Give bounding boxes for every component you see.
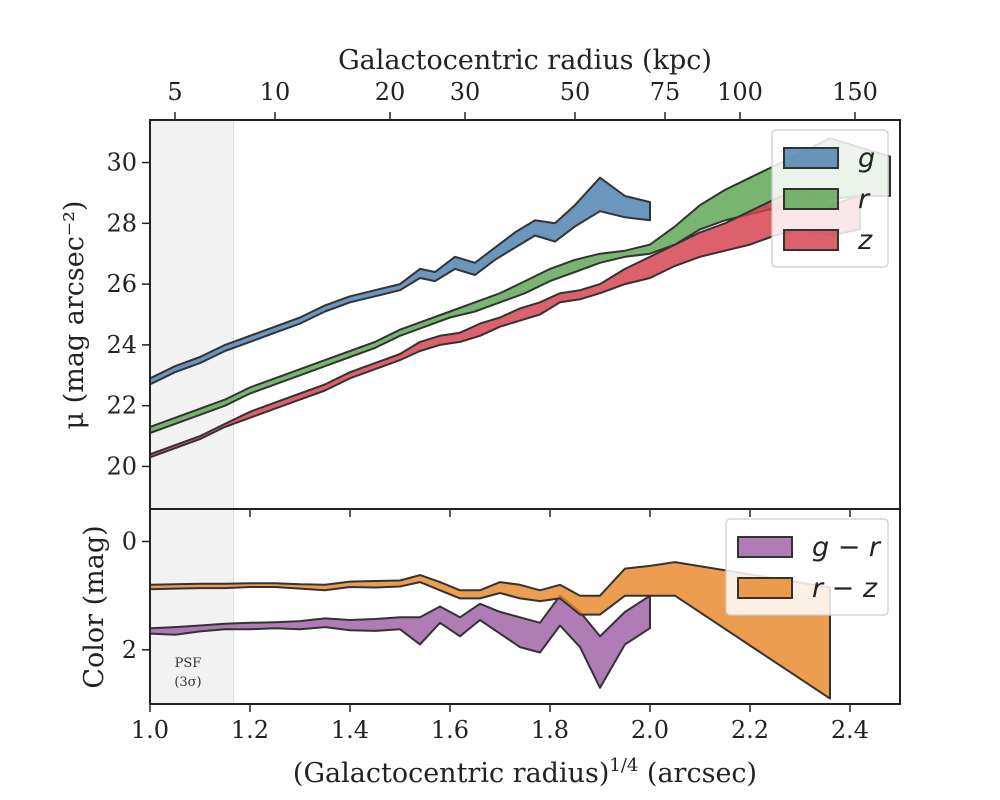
top-kpc-tick-label: 75	[650, 78, 681, 106]
bottom-plot-area	[150, 509, 831, 704]
top-legend-swatch-z	[783, 229, 839, 251]
top-kpc-tick-label: 5	[167, 78, 182, 106]
bottom-legend-swatch-r-z	[737, 577, 793, 599]
top-band-g	[150, 176, 651, 386]
top-legend-swatch-r	[783, 188, 839, 210]
bottom-ytick-label: 0	[122, 528, 137, 556]
bottom-xtick-label: 1.8	[531, 716, 569, 744]
bottom-legend-label-g-r: g − r	[812, 532, 882, 563]
psf-annotation-line1: PSF	[175, 656, 202, 671]
bottom-legend: g − r r − z	[725, 518, 889, 616]
bottom-xtick-label: 1.2	[231, 716, 269, 744]
bottom-xtick-label: 2.2	[731, 716, 769, 744]
top-psf-region	[150, 120, 234, 509]
top-kpc-tick-label: 150	[832, 78, 878, 106]
bottom-legend-swatch-g-r	[737, 536, 793, 558]
top-band-z	[150, 188, 861, 459]
color-panel: 0 2 1.0 1.2 1.4 1.6 1.8 2.0 2.2 2.4 PSF (3σ) g − r r …	[122, 508, 901, 744]
top-legend-label-z: z	[857, 225, 873, 256]
top-kpc-tick-label: 50	[560, 78, 591, 106]
x-axis-title-unit: (arcsec)	[638, 758, 757, 789]
bottom-xtick-label: 1.6	[431, 716, 469, 744]
bottom-xtick-label: 1.4	[331, 716, 369, 744]
surface-brightness-panel: 20 22 24 26 28 30 5 10 20 30 50 75 100 150 grz	[106, 78, 901, 517]
bottom-legend-label-r-z: r − z	[812, 573, 878, 604]
top-plot-area	[150, 120, 891, 509]
top-legend-swatch-g	[783, 147, 839, 169]
x-axis-title-main: (Galactocentric radius)	[293, 758, 609, 789]
bottom-xtick-label: 2.0	[631, 716, 669, 744]
top-legend-label-g: g	[858, 143, 875, 174]
top-ytick-label: 24	[106, 331, 137, 359]
top-band-r	[150, 137, 891, 434]
top-ytick-label: 22	[106, 392, 137, 420]
bottom-y-axis-title: Color (mag)	[79, 525, 110, 688]
top-y-axis-title: μ (mag arcsec⁻²)	[59, 201, 90, 430]
x-axis-title-exponent: 1/4	[609, 755, 638, 776]
top-kpc-tick-label: 30	[450, 78, 481, 106]
psf-annotation-line2: (3σ)	[174, 675, 201, 690]
bottom-band-r-z	[150, 561, 831, 700]
top-kpc-tick-label: 20	[375, 78, 406, 106]
bottom-xtick-label: 2.4	[831, 716, 869, 744]
bottom-band-g-r	[150, 594, 651, 689]
bottom-xtick-label: 1.0	[131, 716, 169, 744]
bottom-x-axis-title: (Galactocentric radius)1/4 (arcsec)	[293, 755, 757, 789]
top-ytick-label: 30	[106, 149, 137, 177]
top-kpc-tick-label: 10	[260, 78, 291, 106]
top-ytick-label: 26	[106, 270, 137, 298]
top-ytick-label: 28	[106, 209, 137, 237]
top-legend-label-r: r	[858, 184, 871, 215]
top-legend: grz	[771, 129, 889, 268]
bottom-ytick-label: 2	[122, 636, 137, 664]
bottom-psf-region	[150, 509, 234, 704]
top-axis-title: Galactocentric radius (kpc)	[338, 45, 712, 76]
bottom-axes-frame	[149, 508, 901, 705]
top-kpc-tick-label: 100	[717, 78, 763, 106]
top-ytick-label: 20	[106, 452, 137, 480]
